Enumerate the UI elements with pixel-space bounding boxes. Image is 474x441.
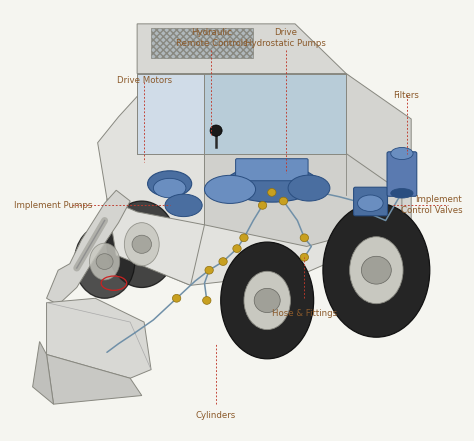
Polygon shape [33, 341, 54, 404]
Ellipse shape [90, 243, 120, 280]
Circle shape [300, 234, 309, 242]
Ellipse shape [391, 147, 413, 160]
Text: Implement
Control Valves: Implement Control Valves [401, 195, 462, 215]
Ellipse shape [154, 178, 186, 198]
Circle shape [210, 125, 222, 136]
Ellipse shape [244, 271, 291, 329]
Text: Drive
Hydrostatic Pumps: Drive Hydrostatic Pumps [246, 28, 326, 48]
Ellipse shape [147, 171, 191, 197]
Text: Filters: Filters [393, 91, 419, 100]
Polygon shape [46, 355, 142, 404]
Polygon shape [107, 199, 204, 285]
FancyBboxPatch shape [354, 187, 388, 216]
Ellipse shape [288, 175, 330, 201]
Ellipse shape [221, 242, 314, 359]
Circle shape [219, 258, 227, 265]
Ellipse shape [391, 188, 413, 198]
Ellipse shape [323, 203, 430, 337]
Circle shape [233, 245, 241, 253]
Text: Cylinders: Cylinders [196, 411, 236, 420]
Ellipse shape [357, 195, 383, 211]
Ellipse shape [124, 223, 159, 266]
Polygon shape [151, 28, 253, 58]
Ellipse shape [350, 237, 403, 304]
Circle shape [279, 197, 288, 205]
Circle shape [173, 295, 181, 302]
Polygon shape [46, 298, 151, 378]
Polygon shape [46, 190, 130, 305]
Polygon shape [204, 74, 346, 153]
Text: Drive Motors: Drive Motors [117, 76, 172, 85]
Ellipse shape [74, 225, 135, 298]
Circle shape [361, 256, 392, 284]
Circle shape [240, 234, 248, 242]
Polygon shape [98, 74, 407, 285]
Polygon shape [204, 153, 402, 247]
Circle shape [96, 254, 113, 269]
Ellipse shape [226, 165, 319, 202]
Circle shape [268, 188, 276, 196]
Circle shape [258, 202, 267, 209]
Circle shape [205, 266, 213, 274]
Ellipse shape [165, 194, 202, 217]
Text: Hose & Fittings: Hose & Fittings [272, 309, 337, 318]
Circle shape [202, 296, 211, 304]
Ellipse shape [204, 176, 255, 203]
Ellipse shape [107, 201, 177, 288]
Polygon shape [137, 74, 204, 153]
Polygon shape [137, 24, 346, 74]
Text: Hydraulic
Remote Controls: Hydraulic Remote Controls [176, 28, 247, 48]
Polygon shape [346, 74, 411, 220]
Text: Implement Pumps: Implement Pumps [14, 201, 92, 210]
Circle shape [300, 253, 309, 261]
FancyBboxPatch shape [387, 152, 417, 196]
Circle shape [254, 288, 280, 313]
Circle shape [132, 235, 152, 253]
FancyBboxPatch shape [236, 159, 308, 181]
